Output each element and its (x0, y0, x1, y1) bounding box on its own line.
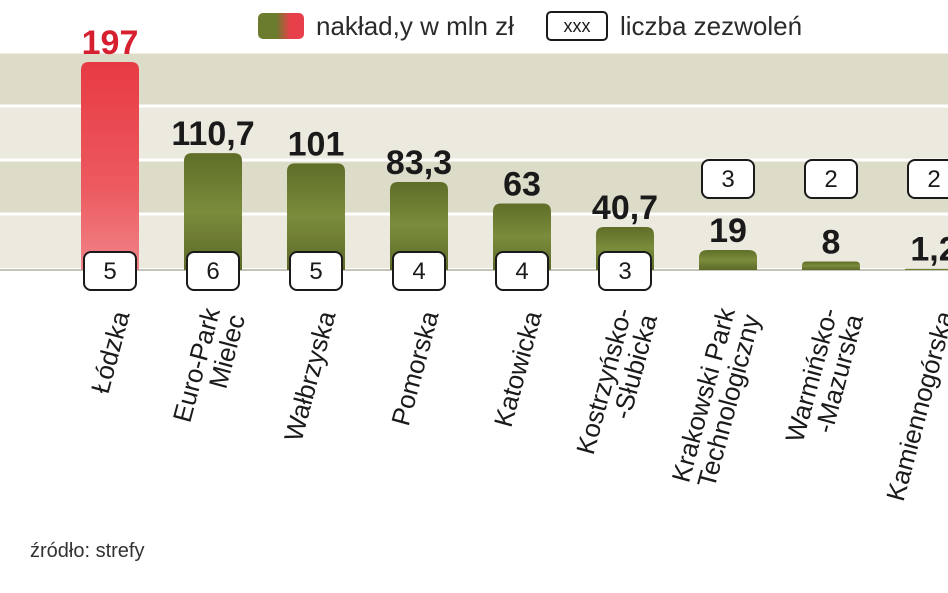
source-note: źródło: strefy (30, 540, 145, 562)
category-label-line: Pomorska (385, 307, 444, 428)
grid-band (0, 52, 948, 106)
permit-count-1: 6 (206, 258, 219, 285)
bar-7 (802, 261, 860, 270)
category-label-0: Łódzka (85, 307, 136, 396)
grid-band (0, 160, 948, 214)
permit-count-5: 3 (618, 258, 631, 285)
permit-count-7: 2 (824, 166, 837, 193)
permit-count-3: 4 (412, 258, 425, 285)
bar-1 (184, 153, 242, 270)
permit-box-4 (495, 251, 549, 291)
value-label-7: 8 (822, 224, 841, 262)
permit-box-7 (804, 159, 858, 199)
category-label-line: Łódzka (85, 307, 136, 396)
category-label-2: Wałbrzyska (278, 307, 342, 444)
legend: nakład,y w mln zł xxx liczba zezwoleń (258, 8, 802, 44)
permit-box-3 (392, 251, 446, 291)
grid-band (0, 106, 948, 160)
category-label-line: Katowicka (488, 307, 548, 430)
category-label-4: Katowicka (488, 307, 548, 430)
bar-2 (287, 163, 345, 270)
bar-0 (81, 62, 139, 270)
permit-box-5 (598, 251, 652, 291)
permit-box-2 (289, 251, 343, 291)
value-label-0: 197 (82, 24, 139, 62)
value-label-1: 110,7 (171, 115, 254, 153)
bar-3 (390, 182, 448, 270)
permit-box-6 (701, 159, 755, 199)
legend-permit-box: xxx (545, 11, 608, 41)
permit-box-1 (186, 251, 240, 291)
permit-count-2: 5 (309, 258, 322, 285)
category-label-8: Kamiennogórska (880, 307, 948, 504)
value-label-6: 19 (709, 212, 747, 250)
permit-count-8: 2 (927, 166, 940, 193)
legend-permit-label: liczba zezwoleń (619, 10, 803, 41)
permit-count-0: 5 (103, 258, 116, 285)
permit-count-6: 3 (721, 166, 734, 193)
value-label-3: 83,3 (386, 144, 452, 182)
permit-count-4: 4 (515, 258, 528, 285)
legend-spend-swatch (258, 13, 304, 39)
permit-box-8 (907, 159, 948, 199)
value-label-4: 63 (503, 165, 541, 203)
bar-6 (699, 249, 757, 270)
category-label-7: Warmińsko--Mazurska (779, 304, 869, 445)
category-label-3: Pomorska (385, 307, 444, 428)
permit-box-0 (83, 251, 137, 291)
category-label-line: Wałbrzyska (278, 307, 342, 444)
value-label-8: 1,2 (910, 231, 948, 269)
value-label-5: 40,7 (592, 189, 658, 227)
category-label-line: Kamiennogórska (880, 307, 948, 504)
bar-8 (905, 268, 948, 270)
category-label-5: Kostrzyńsko--Słubicka (570, 304, 663, 457)
grid-band (0, 214, 948, 268)
legend-spend-label: nakład,y w mln zł (316, 10, 514, 41)
value-label-2: 101 (288, 125, 345, 163)
